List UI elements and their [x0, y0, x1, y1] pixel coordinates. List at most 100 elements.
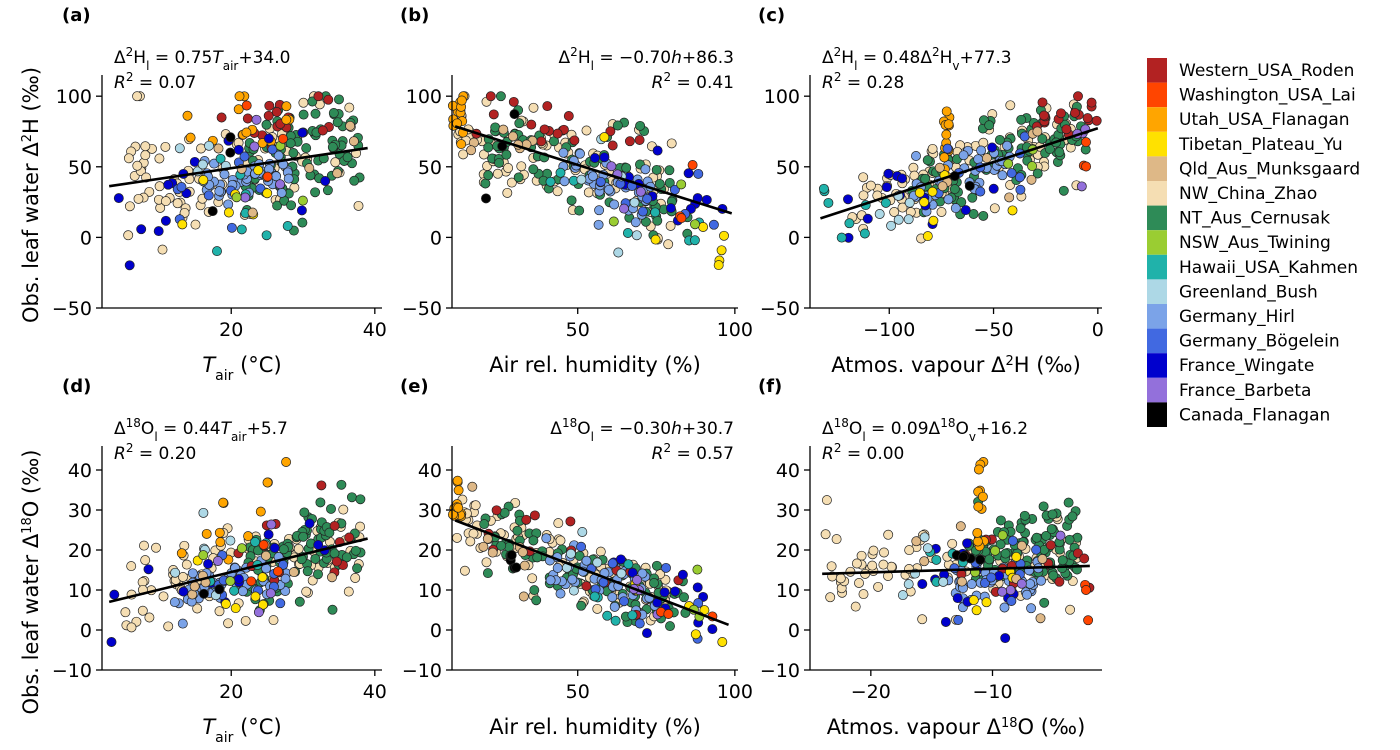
- data-point-nt-aus-cernusak: [1067, 511, 1078, 522]
- data-point-nw-china-zhao: [181, 559, 192, 570]
- legend-swatch: [1147, 254, 1167, 280]
- data-point-nw-china-zhao: [595, 546, 606, 557]
- data-point-nw-china-zhao: [132, 91, 143, 102]
- data-point-nt-aus-cernusak: [984, 554, 995, 565]
- data-point-france-wingate: [233, 574, 244, 585]
- data-point-qld-aus-munksgaard: [498, 124, 509, 135]
- panel-d: (d) −10 0 10 20 30 40 20 40 Tair (°C) Δ18Ol = 0.44…: [52, 376, 387, 746]
- data-point-hawaii-usa-kahmen: [823, 197, 834, 208]
- data-point-qld-aus-munksgaard: [1032, 126, 1043, 137]
- data-point-nw-china-zhao: [581, 125, 592, 136]
- data-point-nt-aus-cernusak: [679, 592, 689, 603]
- data-point-nt-aus-cernusak: [327, 604, 338, 615]
- data-point-nw-china-zhao: [592, 603, 603, 614]
- data-point-nt-aus-cernusak: [665, 621, 675, 632]
- data-point-hawaii-usa-kahmen: [931, 554, 942, 565]
- data-point-western-usa-roden: [313, 91, 324, 102]
- data-point-tibetan-plateau-yu: [927, 186, 938, 197]
- legend-label: France_Wingate: [1179, 356, 1314, 376]
- data-point-nt-aus-cernusak: [313, 569, 323, 580]
- data-point-utah-usa-flanagan: [201, 528, 212, 539]
- data-point-nw-china-zhao: [883, 529, 894, 540]
- y-tick-label: 20: [776, 540, 800, 562]
- data-point-nt-aus-cernusak: [342, 152, 353, 163]
- panel-f: (f) −10 0 10 20 30 40 −20 −10 Atmos. vapour Δ18O …: [758, 376, 1102, 739]
- data-point-nw-china-zhao: [452, 532, 462, 543]
- y-tick-label: −10: [402, 660, 442, 682]
- data-point-nt-aus-cernusak: [352, 563, 363, 574]
- data-point-nt-aus-cernusak: [261, 119, 272, 130]
- data-point-germany-b-gelein: [661, 562, 671, 573]
- data-point-nw-china-zhao: [868, 545, 879, 556]
- data-point-nw-china-zhao: [478, 149, 489, 160]
- data-point-germany-b-gelein: [595, 176, 606, 187]
- legend-swatch: [1147, 402, 1167, 427]
- data-point-tibetan-plateau-yu: [971, 605, 982, 616]
- panel-b: (b) −50 0 50 100 50 100 Air rel. humidity (%) Δ2…: [400, 5, 753, 377]
- y-tick-label: 50: [68, 157, 92, 179]
- panel-letter: (f): [758, 376, 782, 397]
- regression-line: [454, 125, 733, 215]
- data-point-germany-hirl: [640, 164, 651, 175]
- regression-equation: Δ18Ol = −0.30h+30.7: [550, 416, 734, 444]
- x-axis-title: Tair (°C): [202, 353, 281, 384]
- data-point-greenland-bush: [197, 159, 208, 170]
- data-point-germany-b-gelein: [1006, 168, 1017, 179]
- data-point-nw-china-zhao: [154, 153, 165, 164]
- data-point-qld-aus-munksgaard: [1037, 554, 1048, 564]
- data-point-nw-china-zhao: [873, 581, 884, 592]
- data-point-nw-china-zhao: [552, 186, 563, 197]
- panel-letter: (c): [758, 5, 785, 26]
- data-point-nt-aus-cernusak: [349, 175, 360, 186]
- data-point-utah-usa-flanagan: [941, 106, 952, 117]
- y-tick-label: 100: [56, 86, 92, 108]
- data-point-western-usa-roden: [539, 124, 550, 135]
- data-point-nw-china-zhao: [865, 180, 876, 191]
- data-point-nw-china-zhao: [897, 202, 908, 213]
- data-point-germany-hirl: [177, 618, 188, 629]
- data-point-tibetan-plateau-yu: [599, 132, 610, 143]
- data-point-france-wingate: [106, 637, 117, 647]
- legend-label: Utah_USA_Flanagan: [1179, 110, 1350, 130]
- data-point-france-wingate: [136, 224, 147, 235]
- data-point-qld-aus-munksgaard: [508, 131, 518, 142]
- data-point-western-usa-roden: [316, 480, 327, 491]
- data-point-france-wingate: [843, 194, 853, 205]
- panel-letter: (a): [62, 5, 91, 26]
- data-point-nt-aus-cernusak: [1019, 510, 1030, 521]
- data-point-nt-aus-cernusak: [298, 531, 309, 542]
- y-tick-label: 20: [68, 540, 92, 562]
- data-point-washington-usa-lai: [246, 576, 257, 587]
- data-point-nw-china-zhao: [516, 161, 527, 172]
- data-point-germany-hirl: [1025, 578, 1036, 589]
- panel-letter: (e): [400, 376, 429, 397]
- data-point-germany-b-gelein: [1006, 596, 1017, 606]
- data-point-france-wingate: [304, 518, 315, 529]
- data-point-germany-hirl: [593, 219, 604, 230]
- data-point-nw-china-zhao: [481, 557, 492, 568]
- legend-label: Tibetan_Plateau_Yu: [1178, 135, 1343, 155]
- data-point-germany-hirl: [276, 187, 287, 198]
- data-point-germany-hirl: [966, 579, 977, 590]
- data-point-nw-china-zhao: [268, 615, 279, 626]
- data-point-nw-china-zhao: [178, 572, 188, 582]
- data-point-nw-china-zhao: [137, 605, 148, 616]
- x-tick-label: −10: [972, 681, 1012, 703]
- data-point-nt-aus-cernusak: [1000, 548, 1011, 559]
- data-point-western-usa-roden: [1037, 97, 1048, 108]
- x-tick-label: −20: [851, 681, 891, 703]
- data-point-germany-b-gelein: [986, 572, 997, 583]
- data-point-nw-china-zhao: [343, 586, 354, 597]
- data-point-nt-aus-cernusak: [483, 170, 494, 181]
- data-point-nt-aus-cernusak: [949, 184, 960, 195]
- legend-label: Germany_Hirl: [1179, 307, 1295, 327]
- legend-label: NSW_Aus_Twining: [1179, 233, 1331, 253]
- data-point-nw-china-zhao: [190, 219, 201, 230]
- data-point-nw-china-zhao: [886, 561, 897, 572]
- data-point-utah-usa-flanagan: [941, 129, 952, 140]
- data-point-nw-china-zhao: [936, 207, 947, 217]
- data-point-nt-aus-cernusak: [346, 492, 357, 503]
- data-points: [447, 91, 729, 271]
- data-point-western-usa-roden: [264, 100, 275, 111]
